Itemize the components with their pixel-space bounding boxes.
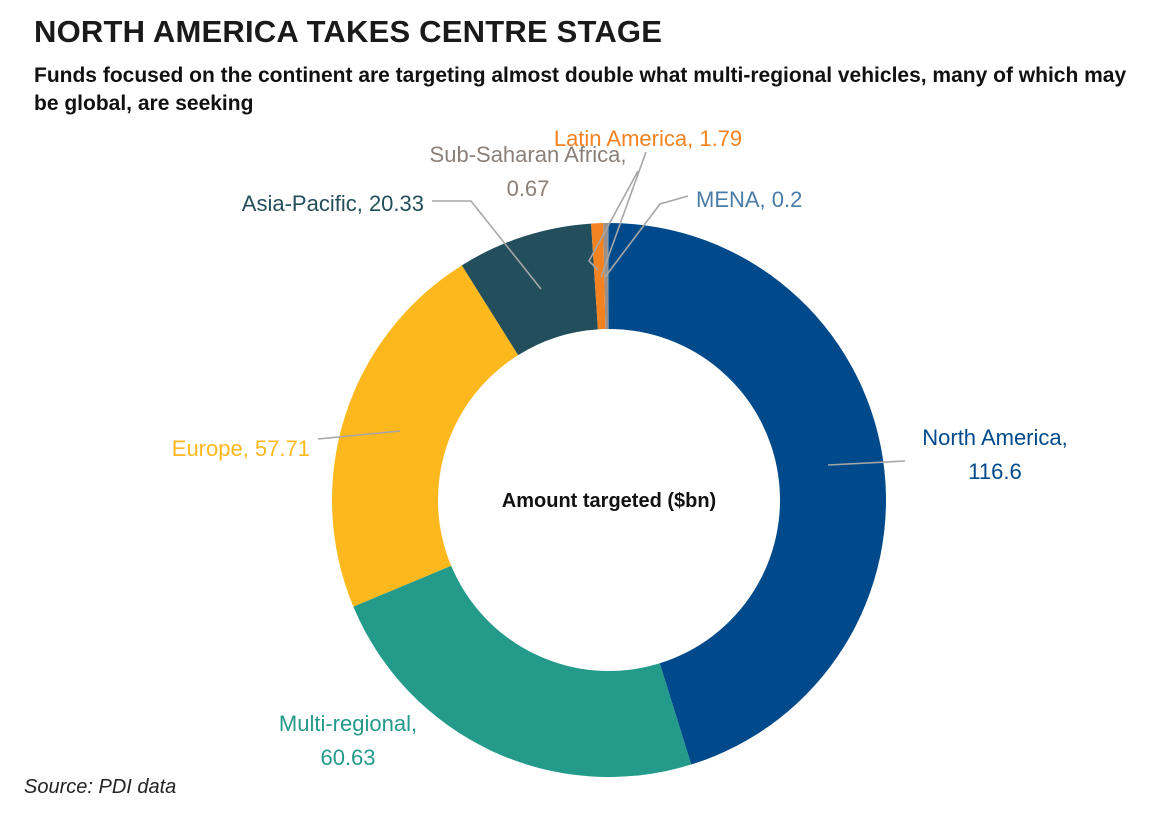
slice-multi-regional bbox=[353, 565, 692, 777]
slice-north-america bbox=[609, 223, 886, 765]
slice-mena bbox=[607, 223, 609, 330]
leader-line-asia-pacific bbox=[432, 200, 542, 290]
data-label-multi-regional: Multi-regional, 60.63 bbox=[279, 711, 417, 770]
source-note: Source: PDI data bbox=[24, 776, 177, 798]
data-label-europe: Europe, 57.71 bbox=[172, 436, 310, 461]
center-label: Amount targeted ($bn) bbox=[502, 490, 716, 512]
data-label-sub-saharan-africa: Sub-Saharan Africa, 0.67 bbox=[430, 142, 627, 201]
leader-line-mena bbox=[604, 195, 689, 278]
slice-europe bbox=[332, 265, 519, 607]
chart-subtitle: Funds focused on the continent are targe… bbox=[34, 64, 1127, 115]
chart-title: NORTH AMERICA TAKES CENTRE STAGE bbox=[34, 14, 663, 49]
leader-line-europe bbox=[317, 430, 401, 440]
leader-line-latin-america bbox=[600, 151, 647, 278]
leader-line-north-america bbox=[827, 460, 906, 466]
slice-asia-pacific bbox=[461, 223, 598, 356]
leader-line-sub-saharan-africa bbox=[588, 170, 639, 271]
data-label-asia-pacific: Asia-Pacific, 20.33 bbox=[242, 191, 424, 216]
data-label-north-america: North America, 116.6 bbox=[922, 425, 1068, 484]
data-label-mena: MENA, 0.2 bbox=[696, 187, 802, 212]
leader-lines-group bbox=[317, 151, 906, 466]
data-label-latin-america: Latin America, 1.79 bbox=[554, 126, 742, 151]
data-labels-group: North America, 116.6 Multi-regional, 60.63 E… bbox=[172, 126, 1068, 770]
